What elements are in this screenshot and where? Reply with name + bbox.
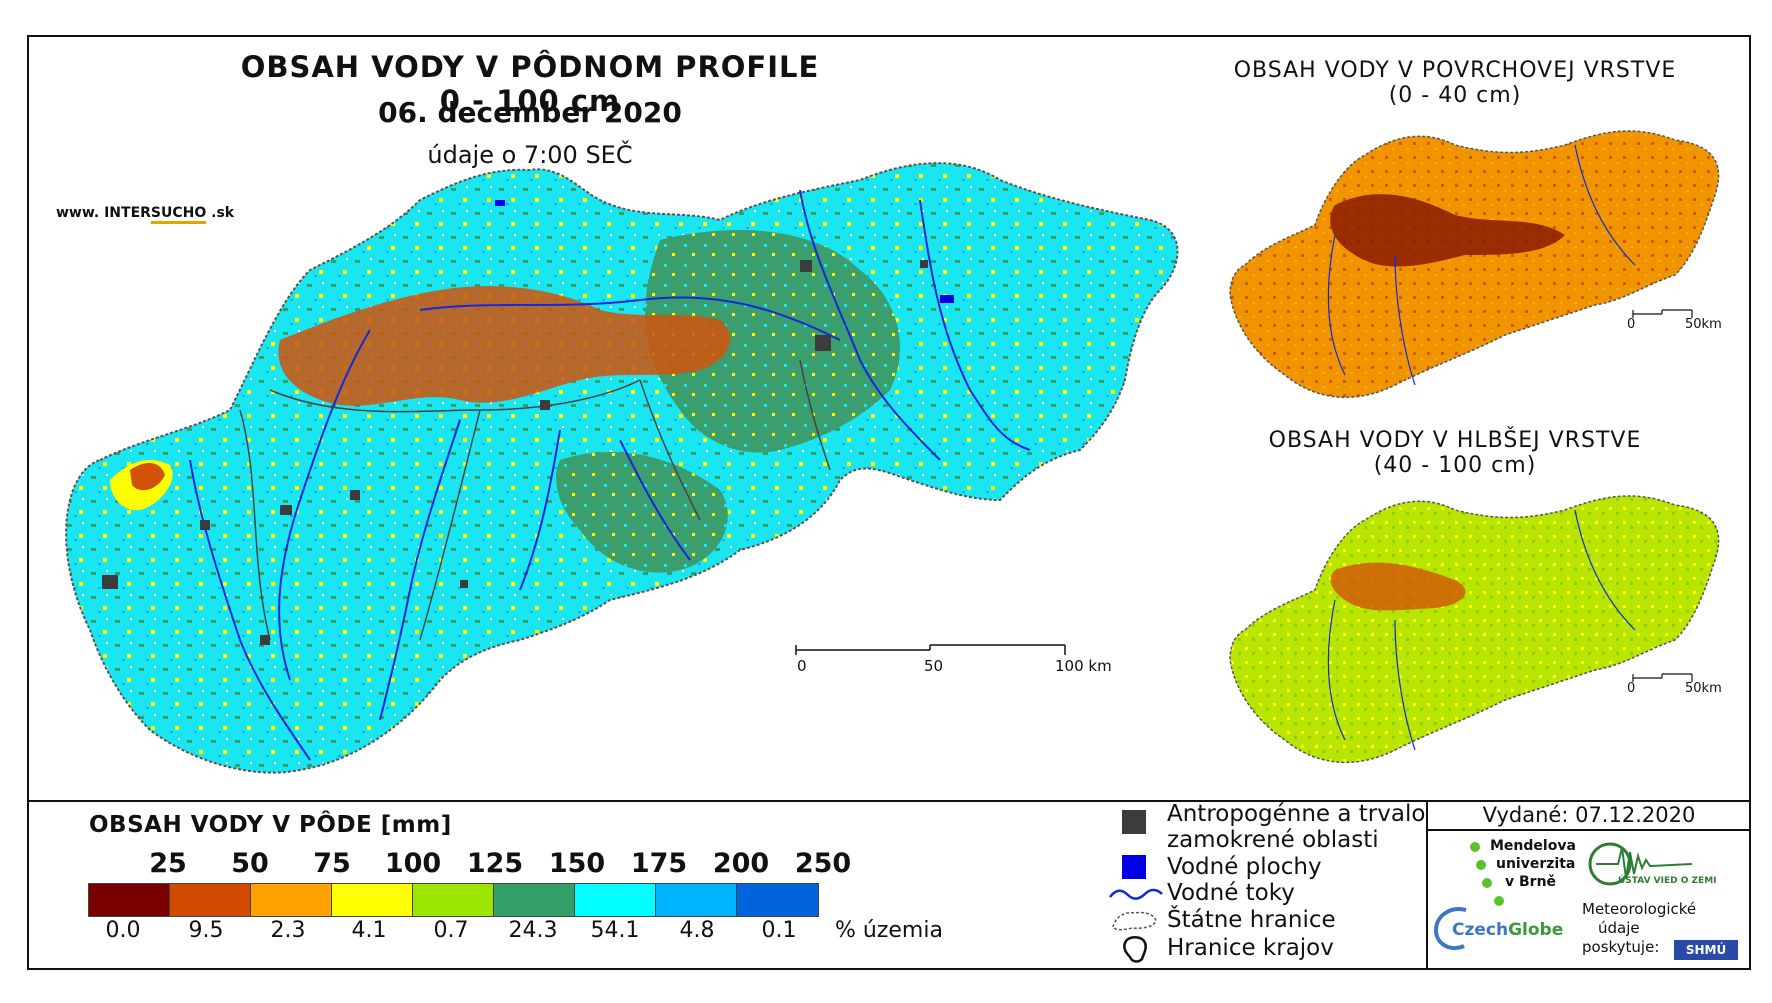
- green-zone: [645, 230, 900, 453]
- rivers: [189, 189, 1031, 761]
- legend-percent: 24.3: [508, 918, 558, 943]
- legend-swatch-5: [494, 884, 575, 916]
- shmu-logo: SHMÚ: [1674, 940, 1738, 960]
- state-border-label: Štátne hranice: [1167, 907, 1336, 933]
- water-body: [940, 295, 954, 303]
- main-scale-bar: [795, 644, 1066, 655]
- legend-title: OBSAH VODY V PÔDE [mm]: [89, 812, 452, 838]
- legend-swatch-4: [413, 884, 494, 916]
- legend-swatch-2: [251, 884, 332, 916]
- legend-swatch-6: [575, 884, 656, 916]
- streams-label: Vodné toky: [1167, 880, 1295, 906]
- legend-percent: 54.1: [590, 918, 640, 943]
- legend-divider: [1426, 800, 1428, 970]
- legend-threshold: 200: [712, 848, 770, 879]
- legend-threshold: 25: [149, 848, 187, 879]
- legend-threshold: 125: [466, 848, 524, 879]
- legend-threshold: 75: [313, 848, 351, 879]
- inset-top-title: OBSAH VODY V POVRCHOVEJ VRSTVE (0 - 40 c…: [1233, 58, 1677, 108]
- dry-zone: [278, 286, 731, 406]
- green-zone-south: [556, 451, 728, 573]
- legend-threshold: 250: [794, 848, 852, 879]
- legend-threshold: 175: [630, 848, 688, 879]
- inset-bottom-dry: [1330, 562, 1466, 611]
- date-title: 06. december 2020: [378, 96, 682, 129]
- main-scale-label-0: 0: [797, 657, 807, 675]
- issued-date: Vydané: 07.12.2020: [1482, 803, 1696, 827]
- legend-swatch-3: [332, 884, 413, 916]
- inset-top-rivers: [1327, 144, 1636, 386]
- main-scale-label-100: 100 km: [1055, 657, 1112, 675]
- page-title: OBSAH VODY V PÔDNOM PROFILE 0 - 100 cm: [240, 50, 820, 118]
- meteo-credit: Meteorologické údaje poskytuje:: [1582, 900, 1697, 956]
- legend-swatch-7: [656, 884, 737, 916]
- inset-bottom-scale-bar: [1632, 673, 1693, 682]
- legend-percent: 9.5: [188, 918, 224, 943]
- urban-areas: [102, 260, 928, 645]
- water-body: [495, 200, 505, 206]
- legend-percent-unit: % územia: [835, 918, 943, 943]
- legend-swatch-0: [89, 884, 170, 916]
- main-map: [65, 162, 1179, 774]
- legend-threshold: 100: [384, 848, 442, 879]
- region-border-label: Hranice krajov: [1167, 935, 1334, 961]
- inset-bottom-title: OBSAH VODY V HLBŠEJ VRSTVE (40 - 100 cm): [1268, 428, 1642, 478]
- website-link[interactable]: www. INTERSUCHO .sk: [56, 205, 234, 224]
- time-note: údaje o 7:00 SEČ: [427, 141, 633, 169]
- legend-swatch-8: [737, 884, 818, 916]
- inset-bottom-scale-0: 0: [1627, 681, 1636, 696]
- inset-bottom-map: [1229, 495, 1720, 764]
- region-borders: [239, 359, 831, 641]
- inset-bottom-outline: [1229, 495, 1720, 764]
- legend-percent: 2.3: [270, 918, 306, 943]
- legend-swatch-1: [170, 884, 251, 916]
- inset-top-dark: [1330, 194, 1565, 267]
- main-scale-label-50: 50: [924, 657, 944, 675]
- legend-percent: 4.1: [351, 918, 387, 943]
- inset-bottom-scale-50: 50km: [1685, 681, 1722, 696]
- region-border-symbol: [1123, 936, 1147, 963]
- water-body-symbol: [1122, 855, 1146, 879]
- water-bodies-label: Vodné plochy: [1167, 854, 1322, 880]
- legend-color-bar: [88, 883, 819, 917]
- legend-percent: 4.8: [679, 918, 715, 943]
- dry-zone-west-2: [130, 463, 165, 491]
- inset-top-map: [1229, 130, 1720, 399]
- anthropogenic-label: Antropogénne a trvalo zamokrené oblasti: [1167, 801, 1426, 853]
- issued-divider: [1426, 829, 1751, 831]
- inset-top-scale-50: 50km: [1685, 317, 1722, 332]
- legend-threshold: 50: [231, 848, 269, 879]
- legend-percent: 0.1: [761, 918, 797, 943]
- legend-panel: [27, 800, 1751, 968]
- stream-symbol: [1109, 888, 1163, 900]
- anthropogenic-symbol: [1122, 810, 1146, 834]
- legend-percent: 0.0: [105, 918, 141, 943]
- inset-top-scale-bar: [1632, 309, 1693, 318]
- inset-bottom-rivers: [1327, 509, 1636, 751]
- legend-threshold: 150: [548, 848, 606, 879]
- state-border-symbol: [1112, 911, 1157, 931]
- inset-top-scale-0: 0: [1627, 317, 1636, 332]
- legend-percent: 0.7: [433, 918, 469, 943]
- inset-top-outline: [1229, 130, 1720, 399]
